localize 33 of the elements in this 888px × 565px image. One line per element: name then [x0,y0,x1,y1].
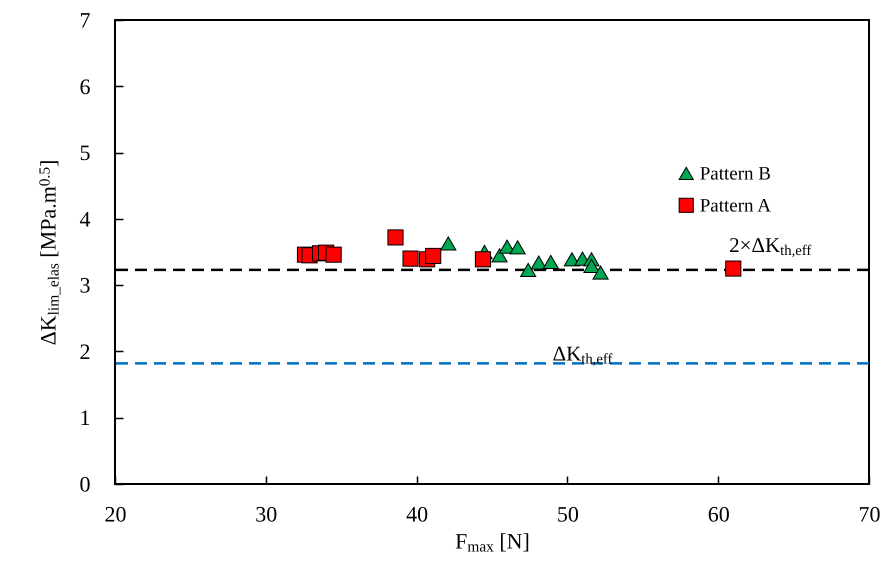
y-tick-label: 6 [80,74,90,99]
legend-label: Pattern B [700,163,771,184]
point [592,265,609,280]
point [491,248,508,262]
point [530,256,547,270]
y-tick-label: 7 [80,8,90,32]
y-tick-label: 0 [80,472,90,496]
point [725,260,742,277]
x-tick-label: 60 [708,502,730,526]
x-tick-label: 30 [255,502,278,526]
x-tick-label: 20 [104,502,126,526]
point [510,240,526,254]
y-tick-label: 5 [80,140,90,166]
x-axis-title: F$_{max}$ [N] [455,528,530,556]
point [387,229,404,246]
x-tick-label: 50 [556,502,579,526]
y-tick-label: 2 [80,338,90,364]
legend-label: Pattern A [700,195,772,216]
point [440,236,456,250]
y-tick-label: 3 [80,272,90,298]
y-tick-label: 1 [80,405,90,430]
y-tick-label: 4 [80,206,90,232]
ref-line-label: 2×ΔK$_{th,eff}$ [729,232,812,260]
point [425,248,442,264]
point [542,254,559,270]
point [402,250,419,267]
ref-line-label: ΔK$_{th,eff}$ [552,341,612,368]
x-tick-label: 40 [406,502,428,526]
point [326,246,342,263]
x-tick-label: 70 [858,502,880,526]
point [520,262,536,277]
point [583,258,600,273]
point [474,251,492,268]
